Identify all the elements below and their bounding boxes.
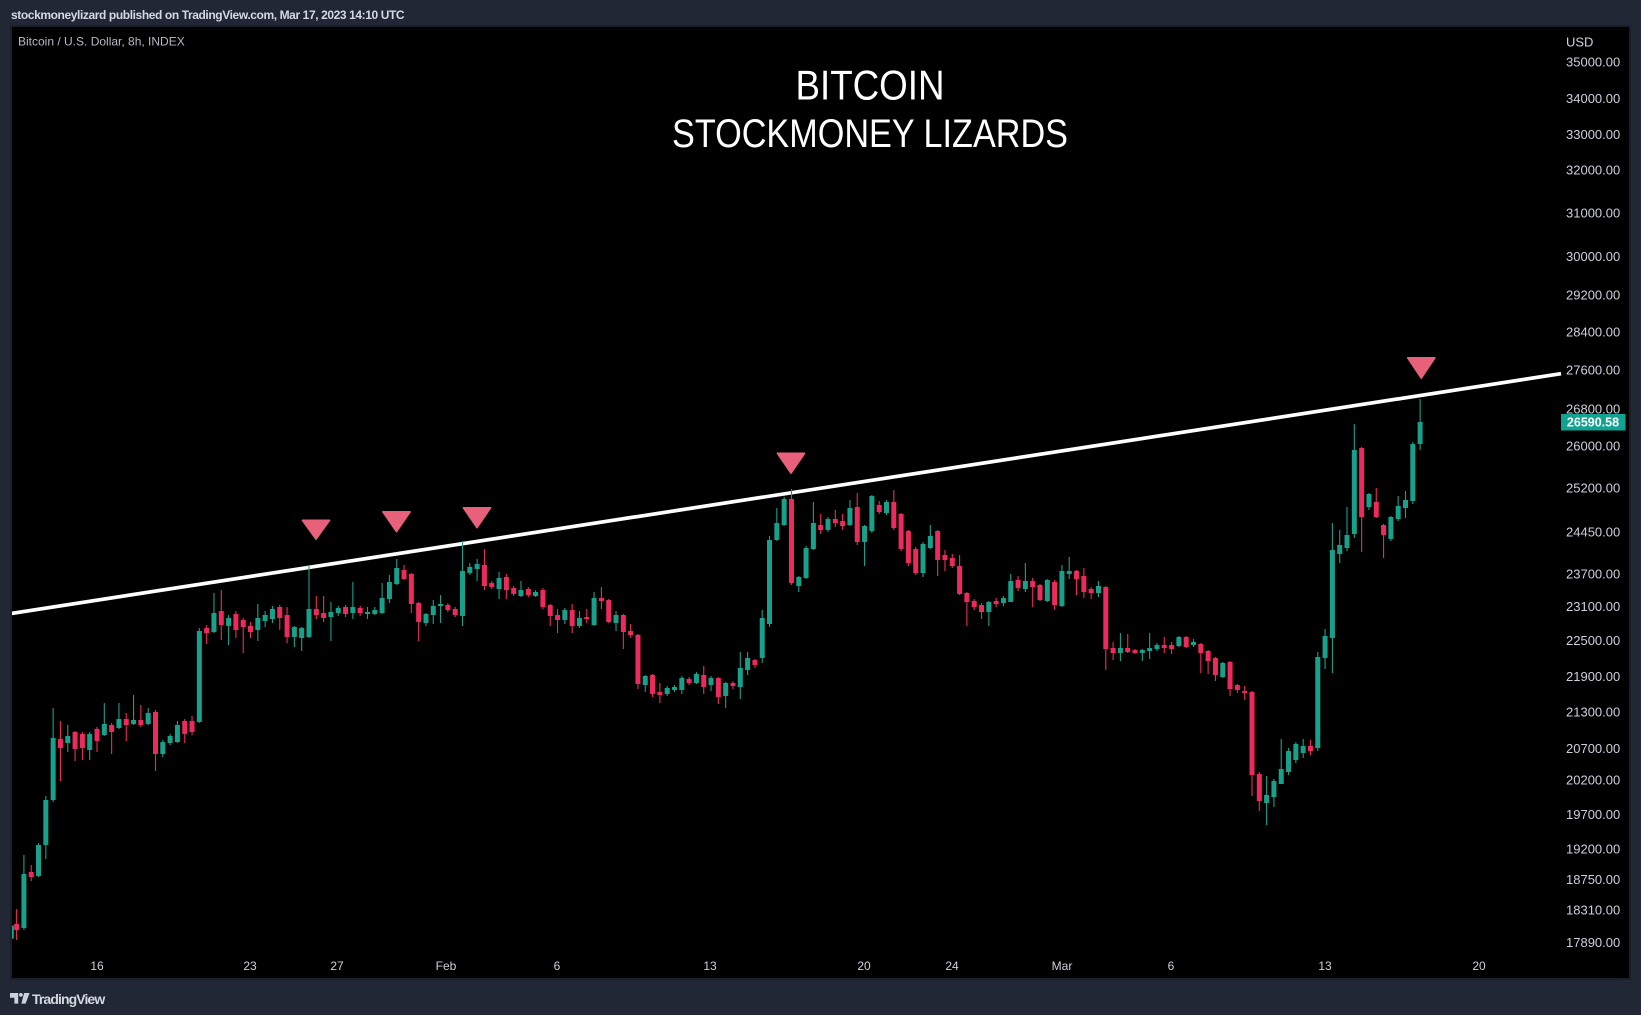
svg-text:Bitcoin / U.S. Dollar, 8h, IND: Bitcoin / U.S. Dollar, 8h, INDEX	[18, 35, 185, 49]
svg-text:20200.00: 20200.00	[1566, 773, 1620, 788]
svg-text:6: 6	[1168, 959, 1175, 973]
svg-text:34000.00: 34000.00	[1566, 91, 1620, 106]
svg-text:35000.00: 35000.00	[1566, 55, 1620, 70]
svg-text:21300.00: 21300.00	[1566, 705, 1620, 720]
svg-text:BITCOIN: BITCOIN	[796, 62, 945, 109]
svg-text:20: 20	[857, 959, 871, 973]
svg-text:20700.00: 20700.00	[1566, 741, 1620, 756]
svg-text:17890.00: 17890.00	[1566, 935, 1620, 950]
svg-text:28400.00: 28400.00	[1566, 325, 1620, 340]
svg-text:Mar: Mar	[1052, 959, 1073, 973]
svg-text:16: 16	[90, 959, 104, 973]
svg-text:18310.00: 18310.00	[1566, 903, 1620, 918]
svg-text:19200.00: 19200.00	[1566, 842, 1620, 857]
svg-text:18750.00: 18750.00	[1566, 872, 1620, 887]
svg-text:24450.00: 24450.00	[1566, 525, 1620, 540]
svg-text:27600.00: 27600.00	[1566, 363, 1620, 378]
svg-text:23700.00: 23700.00	[1566, 567, 1620, 582]
svg-text:32000.00: 32000.00	[1566, 163, 1620, 178]
svg-text:19700.00: 19700.00	[1566, 807, 1620, 822]
svg-text:30000.00: 30000.00	[1566, 249, 1620, 264]
svg-text:33000.00: 33000.00	[1566, 127, 1620, 142]
svg-text:USD: USD	[1566, 35, 1593, 50]
svg-text:6: 6	[554, 959, 561, 973]
svg-text:22500.00: 22500.00	[1566, 633, 1620, 648]
svg-text:21900.00: 21900.00	[1566, 669, 1620, 684]
svg-text:29200.00: 29200.00	[1566, 288, 1620, 303]
svg-text:25200.00: 25200.00	[1566, 481, 1620, 496]
svg-text:26000.00: 26000.00	[1566, 439, 1620, 454]
svg-text:26800.00: 26800.00	[1566, 402, 1620, 417]
svg-text:STOCKMONEY LIZARDS: STOCKMONEY LIZARDS	[672, 112, 1068, 156]
svg-text:24: 24	[945, 959, 959, 973]
svg-text:31000.00: 31000.00	[1566, 206, 1620, 221]
svg-text:Feb: Feb	[436, 959, 457, 973]
svg-text:20: 20	[1472, 959, 1486, 973]
svg-text:26590.58: 26590.58	[1567, 416, 1619, 430]
svg-text:23: 23	[243, 959, 257, 973]
svg-text:27: 27	[330, 959, 344, 973]
svg-text:23100.00: 23100.00	[1566, 599, 1620, 614]
svg-text:13: 13	[1318, 959, 1332, 973]
svg-text:13: 13	[703, 959, 717, 973]
